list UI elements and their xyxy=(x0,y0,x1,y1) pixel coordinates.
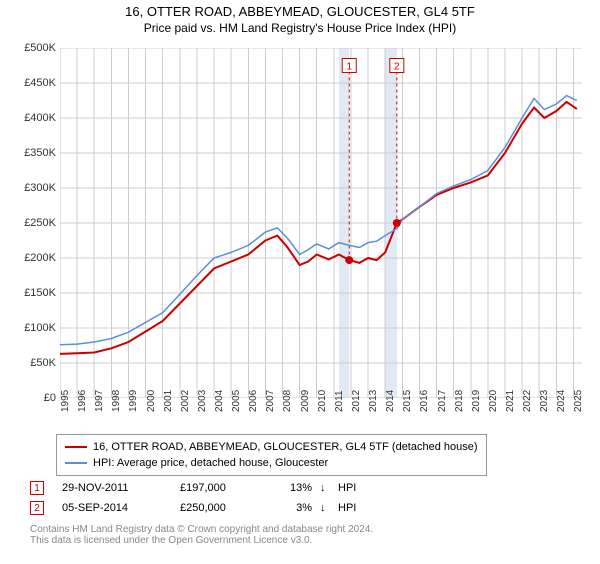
chart-title: 16, OTTER ROAD, ABBEYMEAD, GLOUCESTER, G… xyxy=(0,4,600,19)
x-tick-label: 2007 xyxy=(265,390,269,412)
x-tick-label: 2003 xyxy=(197,390,201,412)
legend-item: 16, OTTER ROAD, ABBEYMEAD, GLOUCESTER, G… xyxy=(65,439,478,455)
x-tick-label: 1997 xyxy=(94,390,98,412)
x-tick-label: 2021 xyxy=(505,390,509,412)
legend-swatch xyxy=(65,446,87,448)
x-tick-label: 2009 xyxy=(300,390,304,412)
sale-row: 1 29-NOV-2011 £197,000 13% ↓ HPI xyxy=(30,478,368,498)
sale-date: 05-SEP-2014 xyxy=(62,502,172,514)
x-tick-label: 2022 xyxy=(522,390,526,412)
sale-pct: 13% xyxy=(278,482,312,494)
sale-marker-icon: 2 xyxy=(30,501,44,515)
sale-hpi-label: HPI xyxy=(338,502,368,514)
x-tick-label: 2013 xyxy=(368,390,372,412)
sales-table: 1 29-NOV-2011 £197,000 13% ↓ HPI 2 05-SEP-2014 £… xyxy=(30,478,368,518)
x-tick-label: 2000 xyxy=(146,390,150,412)
x-tick-label: 2024 xyxy=(556,390,560,412)
footer-line1: Contains HM Land Registry data © Crown c… xyxy=(30,524,580,535)
x-tick-label: 1995 xyxy=(60,390,64,412)
x-tick-label: 2005 xyxy=(231,390,235,412)
x-tick-label: 2018 xyxy=(454,390,458,412)
x-tick-label: 2010 xyxy=(317,390,321,412)
x-tick-label: 2025 xyxy=(573,390,577,412)
sale-pct: 3% xyxy=(278,502,312,514)
y-tick-label: £150K xyxy=(10,287,56,299)
sale-price: £197,000 xyxy=(180,482,270,494)
arrow-down-icon: ↓ xyxy=(320,482,330,494)
legend-item: HPI: Average price, detached house, Glou… xyxy=(65,455,478,471)
legend-label: 16, OTTER ROAD, ABBEYMEAD, GLOUCESTER, G… xyxy=(93,441,478,453)
footer: Contains HM Land Registry data © Crown c… xyxy=(30,524,580,546)
svg-text:1: 1 xyxy=(346,62,352,73)
chart-container: £0 £50K £100K £150K £200K £250K £300K £350K £400… xyxy=(10,48,590,428)
x-tick-label: 2002 xyxy=(180,390,184,412)
plot-area: 12 1995199619971998199920002001200220032… xyxy=(60,48,582,398)
y-tick-label: £300K xyxy=(10,182,56,194)
y-tick-label: £450K xyxy=(10,77,56,89)
sale-hpi-label: HPI xyxy=(338,482,368,494)
x-tick-label: 2011 xyxy=(334,390,338,412)
x-tick-label: 2017 xyxy=(437,390,441,412)
chart-subtitle: Price paid vs. HM Land Registry's House … xyxy=(0,21,600,35)
svg-text:2: 2 xyxy=(394,62,400,73)
x-tick-label: 2015 xyxy=(402,390,406,412)
x-tick-label: 2006 xyxy=(248,390,252,412)
x-tick-label: 2004 xyxy=(214,390,218,412)
x-tick-label: 1999 xyxy=(128,390,132,412)
x-tick-label: 2016 xyxy=(419,390,423,412)
legend-swatch xyxy=(65,462,87,464)
x-tick-label: 1998 xyxy=(111,390,115,412)
y-tick-label: £50K xyxy=(10,357,56,369)
sale-row: 2 05-SEP-2014 £250,000 3% ↓ HPI xyxy=(30,498,368,518)
x-tick-label: 2023 xyxy=(539,390,543,412)
x-tick-label: 2019 xyxy=(471,390,475,412)
x-tick-label: 2012 xyxy=(351,390,355,412)
y-tick-label: £200K xyxy=(10,252,56,264)
x-tick-label: 2014 xyxy=(385,390,389,412)
x-tick-label: 1996 xyxy=(77,390,81,412)
y-tick-label: £0 xyxy=(10,392,56,404)
arrow-down-icon: ↓ xyxy=(320,502,330,514)
sale-price: £250,000 xyxy=(180,502,270,514)
x-tick-label: 2001 xyxy=(163,390,167,412)
sale-marker-icon: 1 xyxy=(30,481,44,495)
y-tick-label: £500K xyxy=(10,42,56,54)
sale-date: 29-NOV-2011 xyxy=(62,482,172,494)
x-tick-label: 2020 xyxy=(488,390,492,412)
x-tick-label: 2008 xyxy=(282,390,286,412)
plot-svg: 12 xyxy=(60,48,582,398)
footer-line2: This data is licensed under the Open Gov… xyxy=(30,535,580,546)
legend: 16, OTTER ROAD, ABBEYMEAD, GLOUCESTER, G… xyxy=(56,434,487,476)
y-tick-label: £100K xyxy=(10,322,56,334)
y-tick-label: £350K xyxy=(10,147,56,159)
y-tick-label: £400K xyxy=(10,112,56,124)
legend-label: HPI: Average price, detached house, Glou… xyxy=(93,457,328,469)
y-tick-label: £250K xyxy=(10,217,56,229)
